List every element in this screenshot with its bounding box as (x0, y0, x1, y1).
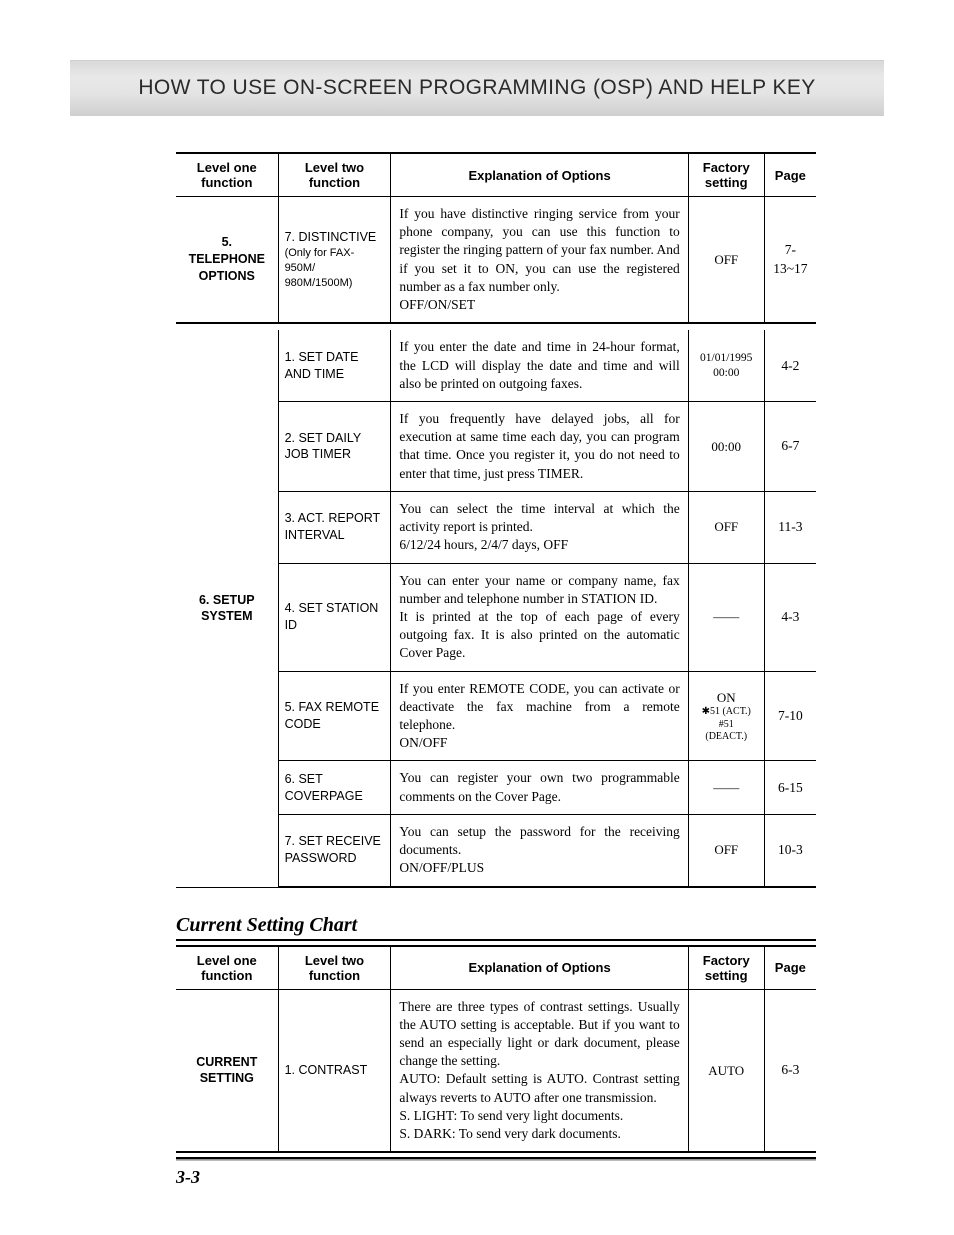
cell-page: 7-10 (765, 672, 816, 762)
cell-level-two: 7. DISTINCTIVE(Only for FAX-950M/ 980M/1… (279, 197, 392, 324)
cell-explanation: You can select the time interval at whic… (391, 492, 688, 564)
cell-level-two: 5. FAX REMOTE CODE (279, 672, 392, 762)
cell-explanation: If you enter the date and time in 24-hou… (391, 330, 688, 402)
cell-factory: 01/01/199500:00 (689, 330, 765, 402)
cell-factory: —— (689, 761, 765, 814)
table-a-wrap: Level one function Level two function Ex… (176, 152, 884, 888)
chapter-title: HOW TO USE ON-SCREEN PROGRAMMING (OSP) A… (138, 76, 815, 100)
cell-page: 7-13~17 (765, 197, 816, 324)
cell-factory: OFF (689, 815, 765, 888)
cell-explanation: You can setup the password for the recei… (391, 815, 688, 888)
th-level-two: Level two function (279, 945, 392, 990)
page: HOW TO USE ON-SCREEN PROGRAMMING (OSP) A… (0, 0, 954, 1235)
cell-page: 6-15 (765, 761, 816, 814)
table-b-body: CURRENT SETTING1. CONTRASTThere are thre… (176, 990, 816, 1154)
cell-page: 11-3 (765, 492, 816, 564)
cell-level-two: 2. SET DAILY JOB TIMER (279, 402, 392, 492)
cell-explanation: If you frequently have delayed jobs, all… (391, 402, 688, 492)
table-row: CURRENT SETTING1. CONTRASTThere are thre… (176, 990, 816, 1154)
cell-explanation: You can enter your name or company name,… (391, 564, 688, 672)
th-level-one: Level one function (176, 945, 279, 990)
th-explanation: Explanation of Options (391, 152, 688, 197)
options-table-b: Level one function Level two function Ex… (176, 945, 816, 1154)
cell-level-two: 6. SET COVERPAGE (279, 761, 392, 814)
cell-level-one: CURRENT SETTING (176, 990, 279, 1154)
cell-factory: OFF (689, 492, 765, 564)
cell-factory: 00:00 (689, 402, 765, 492)
table-a-head: Level one function Level two function Ex… (176, 152, 816, 197)
th-level-two: Level two function (279, 152, 392, 197)
cell-level-two: 1. CONTRAST (279, 990, 392, 1154)
cell-factory: —— (689, 564, 765, 672)
cell-level-one: 6. SETUP SYSTEM (176, 330, 279, 887)
cell-page: 6-3 (765, 990, 816, 1154)
cell-page: 10-3 (765, 815, 816, 888)
cell-factory: AUTO (689, 990, 765, 1154)
cell-explanation: You can register your own two programmab… (391, 761, 688, 814)
cell-level-two-sub: (Only for FAX-950M/ 980M/1500M) (285, 246, 383, 291)
cell-page: 4-3 (765, 564, 816, 672)
page-number: 3-3 (176, 1167, 884, 1188)
cell-explanation: There are three types of contrast settin… (391, 990, 688, 1154)
cell-level-two: 7. SET RECEIVE PASSWORD (279, 815, 392, 888)
th-explanation: Explanation of Options (391, 945, 688, 990)
th-level-one: Level one function (176, 152, 279, 197)
chapter-banner: HOW TO USE ON-SCREEN PROGRAMMING (OSP) A… (70, 60, 884, 116)
section-title-wrap: Current Setting Chart (176, 888, 884, 945)
th-factory: Factory setting (689, 945, 765, 990)
cell-page: 4-2 (765, 330, 816, 402)
th-page: Page (765, 152, 816, 197)
heavy-rule (176, 1157, 816, 1161)
th-page: Page (765, 945, 816, 990)
cell-level-two: 1. SET DATE AND TIME (279, 330, 392, 402)
cell-level-one: 5. TELEPHONE OPTIONS (176, 197, 279, 324)
table-a-body: 5. TELEPHONE OPTIONS7. DISTINCTIVE(Only … (176, 197, 816, 888)
cell-level-two: 4. SET STATION ID (279, 564, 392, 672)
cell-explanation: If you have distinctive ringing service … (391, 197, 688, 324)
cell-page: 6-7 (765, 402, 816, 492)
cell-explanation: If you enter REMOTE CODE, you can activa… (391, 672, 688, 762)
cell-level-two: 3. ACT. REPORT INTERVAL (279, 492, 392, 564)
table-row: 6. SETUP SYSTEM1. SET DATE AND TIMEIf yo… (176, 330, 816, 402)
cell-factory: OFF (689, 197, 765, 324)
th-factory: Factory setting (689, 152, 765, 197)
cell-factory: ON✱51 (ACT.)#51 (DEACT.) (689, 672, 765, 762)
table-b-head: Level one function Level two function Ex… (176, 945, 816, 990)
section-title: Current Setting Chart (176, 914, 816, 941)
options-table-a: Level one function Level two function Ex… (176, 152, 816, 888)
table-b-wrap: Level one function Level two function Ex… (176, 945, 884, 1154)
table-row: 5. TELEPHONE OPTIONS7. DISTINCTIVE(Only … (176, 197, 816, 324)
